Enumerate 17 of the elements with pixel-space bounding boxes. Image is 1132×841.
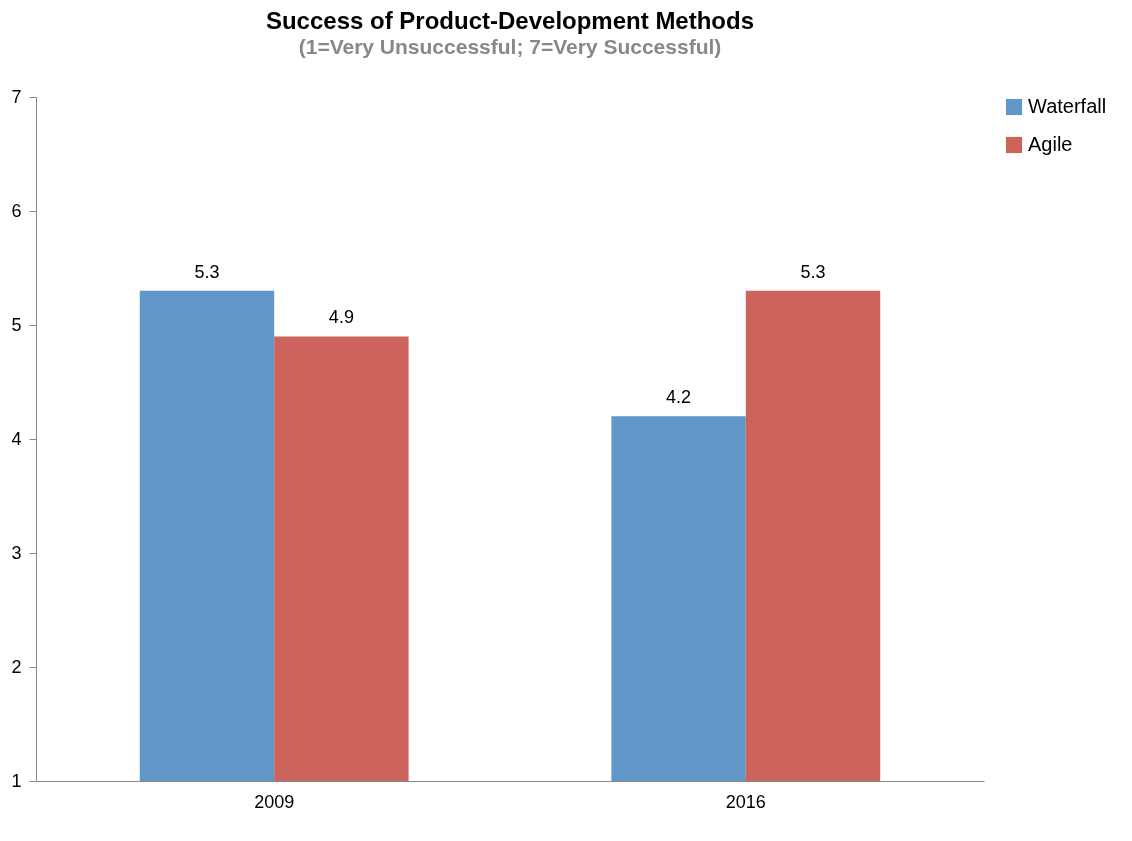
legend-label: Waterfall bbox=[1028, 95, 1107, 117]
y-tick-label: 1 bbox=[11, 770, 22, 791]
data-label: 4.2 bbox=[666, 387, 692, 408]
chart-title: Success of Product-Development Methods bbox=[265, 7, 755, 34]
y-tick-label: 3 bbox=[11, 542, 22, 563]
x-tick-label: 2016 bbox=[725, 791, 766, 812]
data-label: 4.9 bbox=[328, 307, 354, 328]
y-tick-label: 2 bbox=[11, 656, 22, 677]
y-tick-label: 4 bbox=[11, 428, 22, 449]
data-label: 5.3 bbox=[800, 261, 826, 282]
data-label: 5.3 bbox=[194, 261, 220, 282]
y-tick-label: 6 bbox=[11, 200, 22, 221]
y-tick-label: 5 bbox=[11, 314, 22, 335]
chart-subtitle: (1=Very Unsuccessful; 7=Very Successful) bbox=[298, 35, 722, 58]
y-tick-label: 7 bbox=[11, 86, 22, 107]
legend-label: Agile bbox=[1028, 133, 1073, 155]
x-tick-label: 2009 bbox=[254, 791, 295, 812]
